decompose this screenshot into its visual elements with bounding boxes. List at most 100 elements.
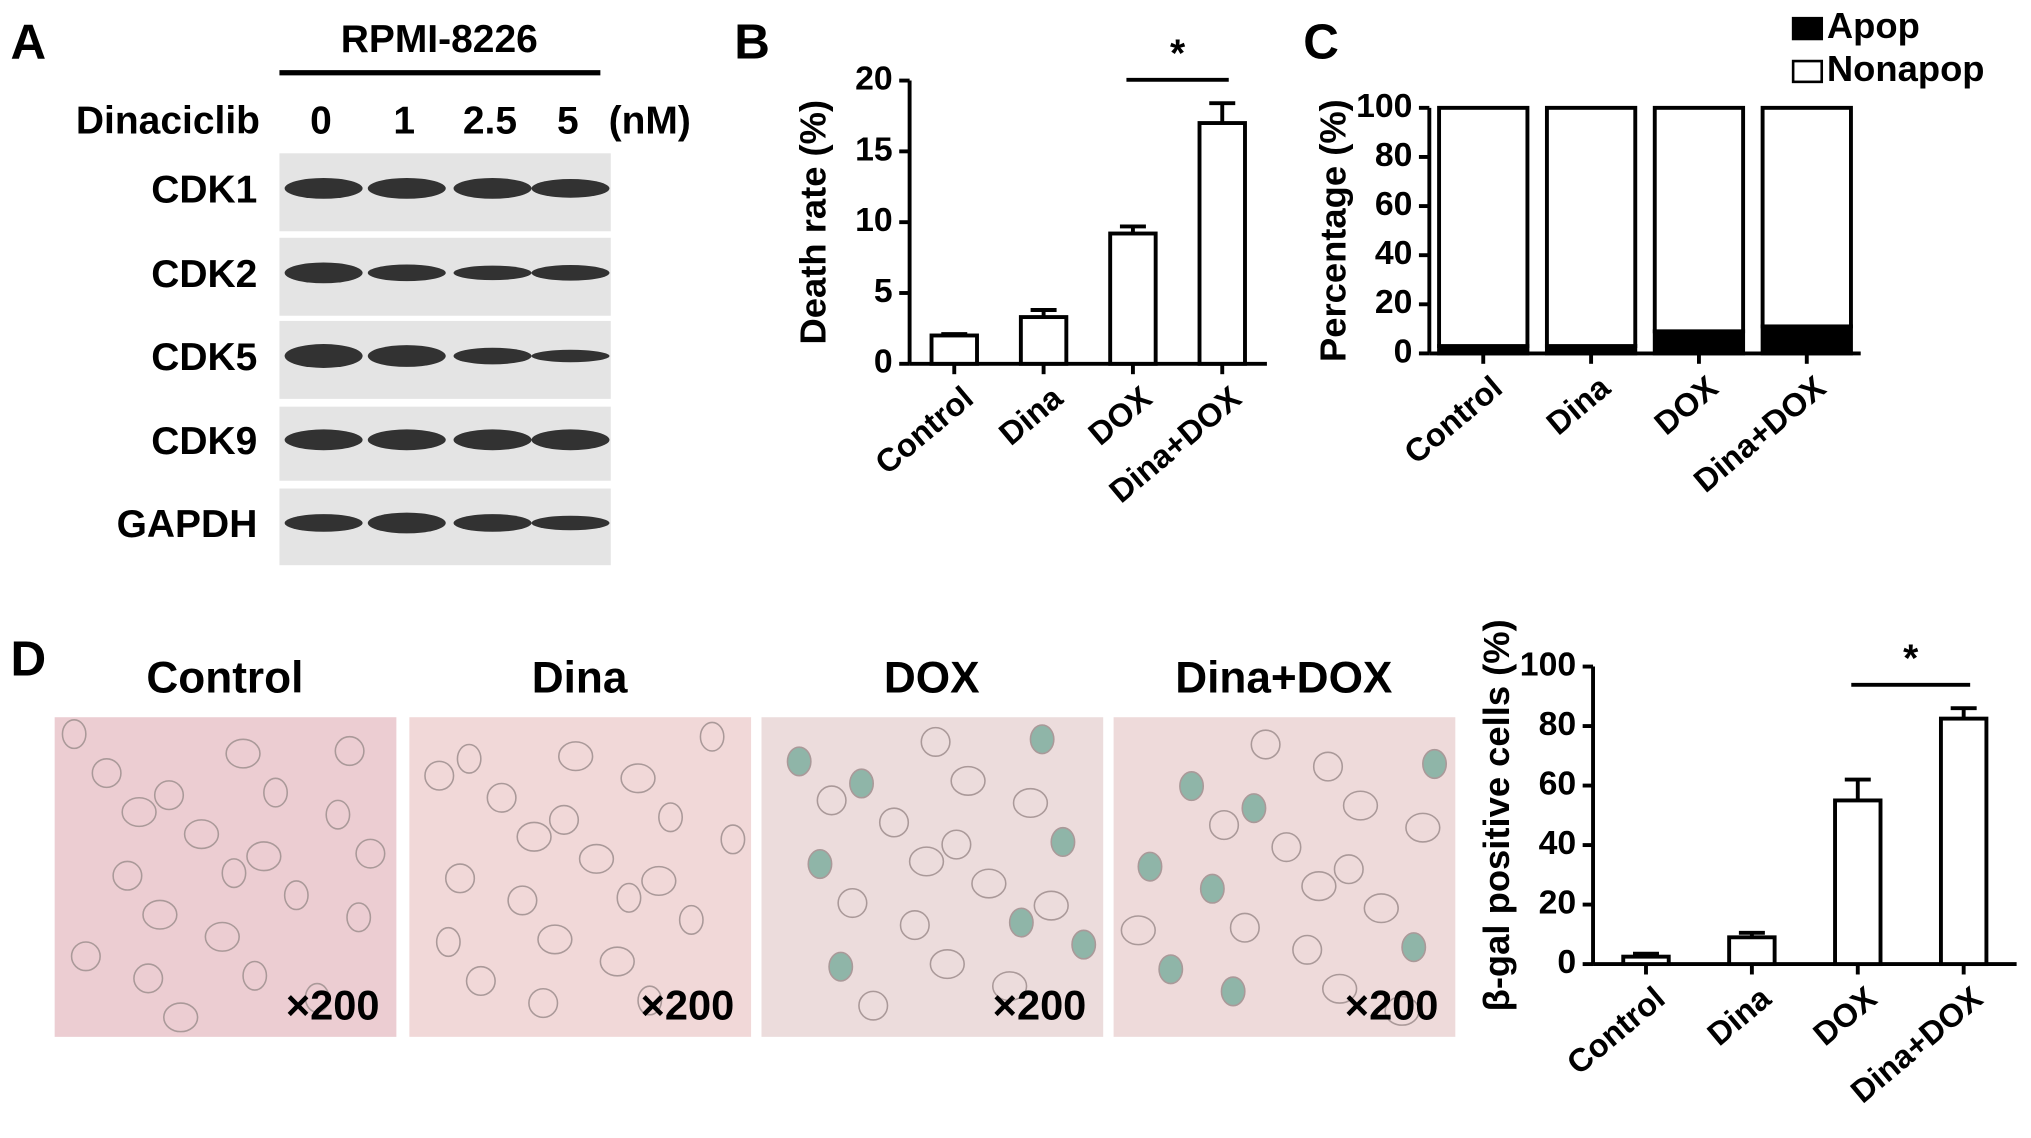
cell [1012, 787, 1049, 819]
cell [908, 846, 945, 877]
cell [91, 758, 122, 789]
y-tick-label: 100 [1520, 645, 1576, 683]
y-tick-label: 80 [1539, 705, 1577, 743]
x-tick-label: Dina [992, 379, 1070, 452]
cell [1029, 724, 1055, 755]
magnification: ×200 [993, 981, 1087, 1028]
blot-band [367, 429, 446, 451]
cell [828, 951, 854, 982]
y-tick-label: 60 [1375, 185, 1413, 223]
cell [1220, 976, 1246, 1007]
blot-band [453, 514, 532, 532]
cell [1229, 912, 1260, 943]
cell [1342, 790, 1379, 821]
micrograph-title: Dina [532, 654, 628, 703]
cell [658, 802, 684, 833]
bar [1108, 231, 1158, 366]
treatment: Dinaciclib [76, 100, 260, 143]
cell [1199, 873, 1225, 904]
y-tick-label: 40 [1539, 824, 1577, 862]
cell [1292, 934, 1323, 965]
bar-segment [1437, 105, 1530, 348]
cell [507, 885, 538, 916]
magnification: ×200 [286, 981, 380, 1028]
y-tick-label: 20 [855, 59, 893, 97]
cell [991, 971, 1028, 1002]
dose-label: 1 [393, 100, 415, 143]
blot-band [453, 429, 532, 451]
blot-band [531, 265, 610, 281]
legend-swatch [1791, 16, 1824, 41]
cell [1271, 832, 1302, 863]
y-tick-label: 40 [1375, 234, 1413, 272]
x-tick-label: Dina [1700, 979, 1778, 1052]
protein-label: GAPDH [117, 503, 258, 546]
bar [1621, 954, 1671, 967]
cell [1208, 809, 1240, 841]
x-tick-label: Dina [1540, 368, 1618, 441]
bar-segment [1760, 324, 1853, 356]
micrograph-title: DOX [884, 654, 980, 703]
bar-segment [1544, 105, 1638, 348]
cell [1422, 748, 1448, 780]
unit: (nM) [609, 100, 691, 143]
cell [920, 726, 951, 757]
bar [1727, 935, 1777, 967]
significance-mark: * [1170, 33, 1186, 76]
cell [304, 982, 330, 1013]
cell [678, 904, 704, 935]
bar-segment [1652, 105, 1746, 334]
cell [1333, 854, 1364, 885]
y-tick-label: 60 [1539, 764, 1577, 802]
cell [816, 785, 847, 816]
x-tick-label: DOX [1081, 379, 1158, 452]
blot-band [284, 514, 363, 532]
dose-label: 5 [557, 100, 579, 143]
cell [153, 780, 185, 811]
cell [1158, 954, 1184, 985]
blot-band [367, 512, 446, 534]
legend-label: Nonapop [1827, 48, 1985, 89]
legend-swatch [1791, 59, 1824, 84]
cell [1363, 893, 1399, 924]
y-axis-title: Percentage (%) [1312, 99, 1353, 362]
cell [878, 807, 910, 838]
cell [1241, 793, 1267, 824]
y-tick-label: 0 [1557, 943, 1576, 981]
cell [786, 746, 812, 777]
blot-band [284, 429, 363, 451]
cell [112, 860, 143, 891]
protein-label: CDK5 [151, 336, 257, 379]
cell [849, 768, 875, 799]
cell [246, 841, 282, 872]
cell [204, 921, 240, 952]
protein-label: CDK1 [151, 169, 257, 212]
blot-band [531, 349, 610, 363]
cell [616, 882, 642, 913]
blot-band [367, 178, 446, 199]
cell [346, 902, 372, 933]
cell [971, 868, 1007, 899]
protein-label: CDK2 [151, 253, 257, 296]
cell [620, 763, 656, 794]
cell [444, 863, 476, 894]
x-tick-label: Control [1397, 369, 1509, 471]
bar-segment [1652, 329, 1746, 356]
cell [486, 782, 517, 813]
y-tick-label: 10 [855, 201, 893, 239]
y-tick-label: 0 [874, 343, 893, 381]
dose-label: 0 [310, 100, 332, 143]
blot-band [284, 344, 363, 368]
cell [1179, 771, 1205, 802]
cell [465, 965, 496, 997]
bar [1833, 798, 1883, 967]
y-tick-label: 5 [874, 272, 893, 310]
cell [1250, 729, 1281, 760]
x-tick-label: DOX [1806, 979, 1883, 1052]
x-tick-label: Control [1560, 980, 1672, 1082]
bar [1938, 716, 1989, 967]
cell [263, 777, 289, 808]
significance-mark: * [1903, 638, 1919, 681]
cell [283, 880, 309, 911]
cell-line: RPMI-8226 [341, 18, 538, 61]
